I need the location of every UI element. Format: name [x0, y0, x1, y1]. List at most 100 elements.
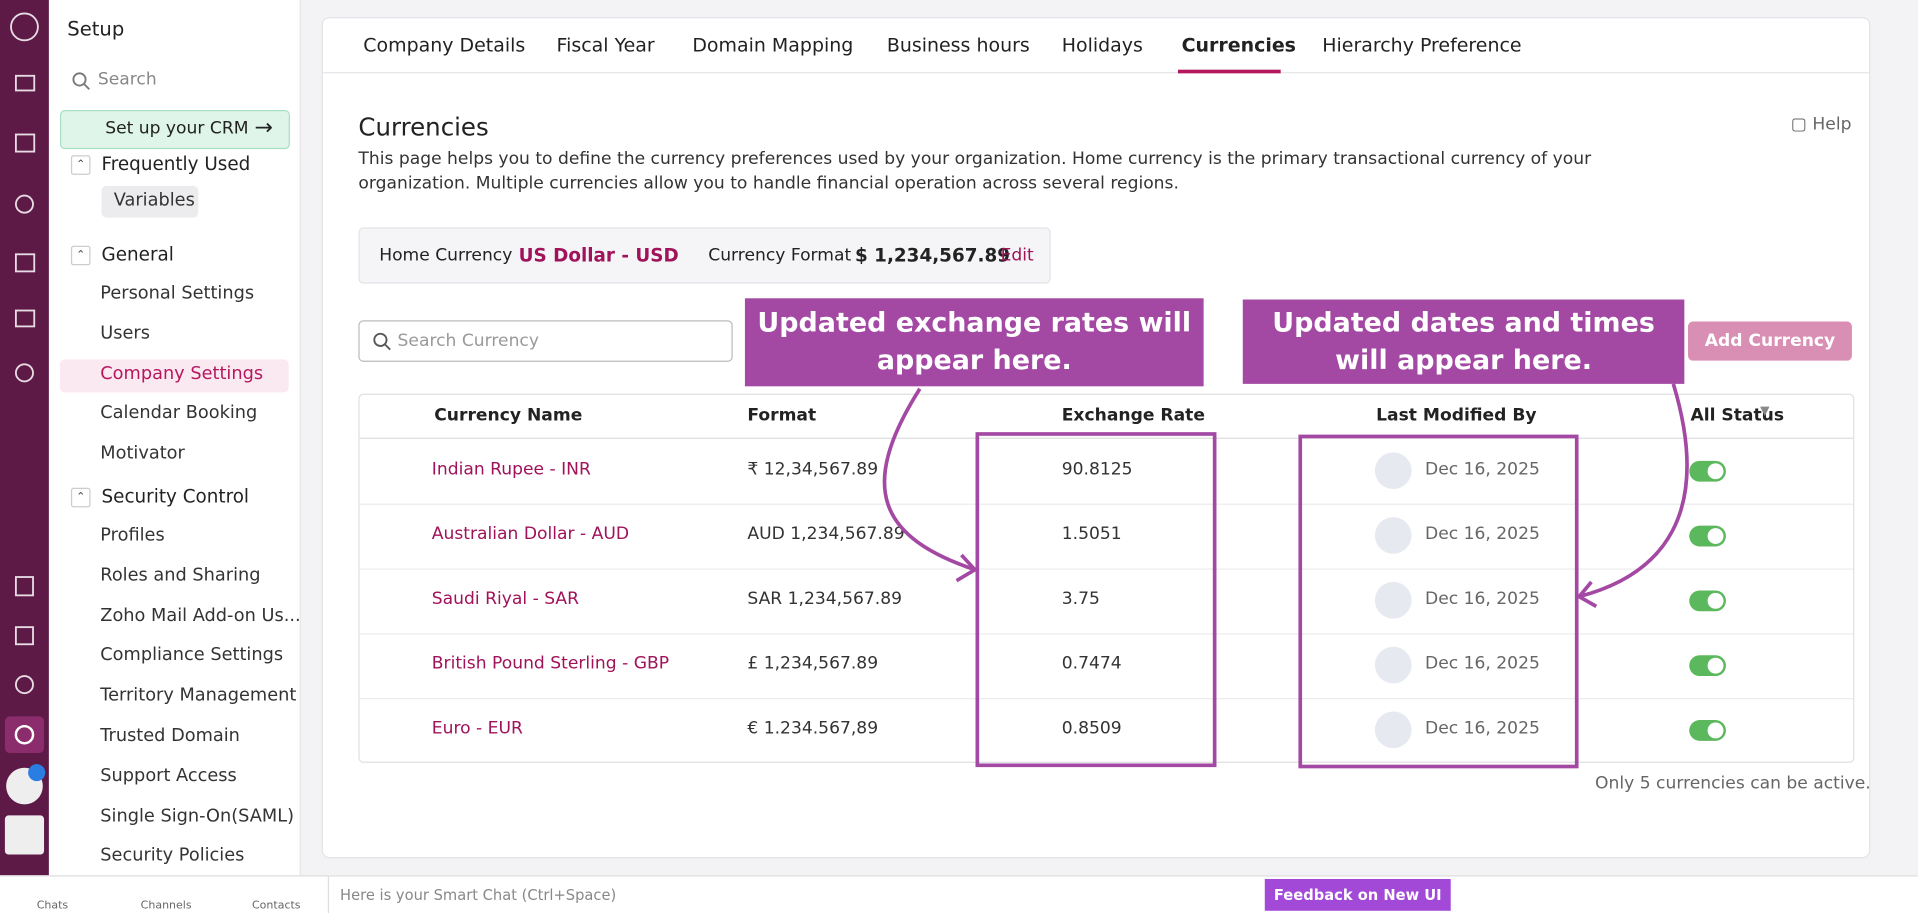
sidebar-title: Setup: [67, 17, 125, 41]
home-currency-box: Home Currency US Dollar - USD Currency F…: [358, 227, 1051, 284]
modified-date: Dec 16, 2025: [1425, 524, 1540, 545]
section-title[interactable]: Security Control: [101, 485, 250, 508]
currency-name[interactable]: British Pound Sterling - GBP: [431, 654, 670, 674]
chip: [101, 185, 199, 218]
tab[interactable]: Fiscal Year: [556, 34, 655, 57]
row-divider: [359, 568, 1854, 570]
currency-format: £ 1,234,567.89: [747, 654, 879, 674]
tab[interactable]: Business hours: [886, 34, 1030, 57]
sidebar-item[interactable]: Security Policies: [100, 846, 245, 867]
avatar: [1374, 517, 1412, 554]
feedback-button[interactable]: Feedback on New UI: [1264, 878, 1451, 911]
sidebar-item[interactable]: Personal Settings: [100, 283, 255, 304]
smart-chat-input[interactable]: Here is your Smart Chat (Ctrl+Space): [327, 876, 1203, 913]
currency-format: ₹ 12,34,567.89: [747, 459, 879, 480]
contacts-tab[interactable]: Contacts: [251, 899, 301, 912]
column-header: Currency Name: [434, 405, 583, 426]
avatar: [1374, 646, 1412, 684]
sidebar-item[interactable]: Single Sign-On(SAML): [100, 806, 295, 826]
modified-date: Dec 16, 2025: [1425, 654, 1540, 674]
row-divider: [359, 633, 1854, 635]
chats-tab[interactable]: Chats: [36, 899, 69, 912]
page-title: Currencies: [358, 112, 489, 142]
exchange-rate: 0.7474: [1061, 654, 1122, 674]
setup-crm-button[interactable]: Set up your CRM →: [59, 110, 290, 150]
sidebar-item[interactable]: Profiles: [100, 525, 165, 546]
tab[interactable]: Company Details: [363, 34, 526, 57]
tab[interactable]: Domain Mapping: [692, 34, 854, 57]
sidebar-item[interactable]: Territory Management: [100, 686, 297, 706]
active-item-bg: [59, 358, 289, 392]
status-toggle[interactable]: [1689, 720, 1726, 741]
tab[interactable]: Holidays: [1061, 34, 1143, 57]
avatar: [1374, 452, 1412, 489]
currency-name[interactable]: Saudi Riyal - SAR: [431, 589, 579, 609]
column-header[interactable]: All Status: [1690, 405, 1785, 426]
footnote: Only 5 currencies can be active.: [1595, 773, 1871, 794]
section-title[interactable]: Frequently Used: [101, 152, 251, 175]
tab-divider: [322, 72, 1870, 74]
smart-chat-placeholder: Here is your Smart Chat (Ctrl+Space): [340, 886, 617, 904]
currency-format: AUD 1,234,567.89: [747, 524, 905, 545]
modified-date: Dec 16, 2025: [1425, 459, 1540, 480]
column-header: Last Modified By: [1376, 405, 1537, 426]
status-toggle[interactable]: [1689, 590, 1726, 612]
annotation-box: Updated exchange rates will appear here.: [744, 298, 1204, 387]
tab[interactable]: Currencies: [1181, 34, 1296, 57]
tab-underline: [1177, 69, 1281, 74]
rail-icons: [4, 12, 46, 855]
avatar: [1374, 711, 1412, 749]
modified-date: Dec 16, 2025: [1425, 589, 1540, 609]
setup-sidebar: Setup Search Set up your CRM → ⌃ Frequent…: [48, 0, 301, 876]
channels-tab[interactable]: Channels: [140, 899, 192, 912]
currency-name[interactable]: Australian Dollar - AUD: [431, 524, 630, 545]
help-label: Help: [1812, 114, 1852, 135]
annotation-box: Updated dates and times will appear here…: [1242, 299, 1685, 384]
search-placeholder: Search Currency: [397, 331, 539, 351]
add-currency-button[interactable]: Add Currency: [1688, 321, 1852, 361]
sidebar-item[interactable]: Company Settings: [100, 363, 264, 384]
sidebar-item[interactable]: Support Access: [100, 766, 237, 786]
sidebar-item[interactable]: Trusted Domain: [100, 726, 240, 746]
status-toggle[interactable]: [1689, 655, 1726, 677]
currency-name[interactable]: Indian Rupee - INR: [431, 459, 591, 480]
home-currency-label: Home Currency: [379, 245, 513, 266]
sidebar-search[interactable]: Search: [97, 69, 157, 90]
sidebar-item[interactable]: Zoho Mail Add-on Us...: [100, 605, 301, 626]
search-currency-input[interactable]: Search Currency: [358, 320, 733, 362]
exchange-rate: 0.8509: [1061, 718, 1122, 739]
status-toggle[interactable]: [1689, 525, 1726, 547]
app-rail: [0, 0, 49, 876]
sidebar-item[interactable]: Users: [100, 323, 150, 344]
row-divider: [359, 503, 1854, 505]
search-icon: [373, 332, 391, 351]
exchange-rate: 1.5051: [1061, 524, 1122, 545]
header-divider: [359, 437, 1854, 439]
sidebar-item[interactable]: Compliance Settings: [100, 645, 284, 666]
section-title[interactable]: General: [101, 243, 174, 266]
edit-link[interactable]: Edit: [1000, 245, 1034, 266]
help-link[interactable]: ▢ Help: [1790, 114, 1852, 135]
sidebar-item[interactable]: Variables: [113, 190, 195, 211]
sidebar-item[interactable]: Motivator: [100, 443, 185, 464]
currency-table: Currency Name Format Exchange Rate Last Mod…: [358, 393, 1855, 763]
exchange-rate: 3.75: [1061, 589, 1100, 609]
avatar: [1374, 581, 1412, 619]
column-header: Format: [747, 405, 817, 426]
format-value: $ 1,234,567.89: [855, 244, 1010, 267]
section-toggle[interactable]: ⌃: [70, 487, 91, 508]
status-toggle[interactable]: [1689, 460, 1726, 482]
modified-date: Dec 16, 2025: [1425, 718, 1540, 739]
home-currency-value: US Dollar - USD: [518, 244, 679, 267]
tab[interactable]: Hierarchy Preference: [1322, 34, 1522, 57]
format-label: Currency Format: [708, 245, 852, 266]
column-header: Exchange Rate: [1061, 405, 1205, 426]
section-toggle[interactable]: ⌃: [70, 155, 91, 175]
section-toggle[interactable]: ⌃: [70, 245, 91, 266]
arrow-icon: →: [254, 114, 273, 141]
sidebar-item[interactable]: Roles and Sharing: [100, 565, 261, 586]
sidebar-item[interactable]: Calendar Booking: [100, 403, 258, 424]
currency-name[interactable]: Euro - EUR: [431, 718, 523, 739]
